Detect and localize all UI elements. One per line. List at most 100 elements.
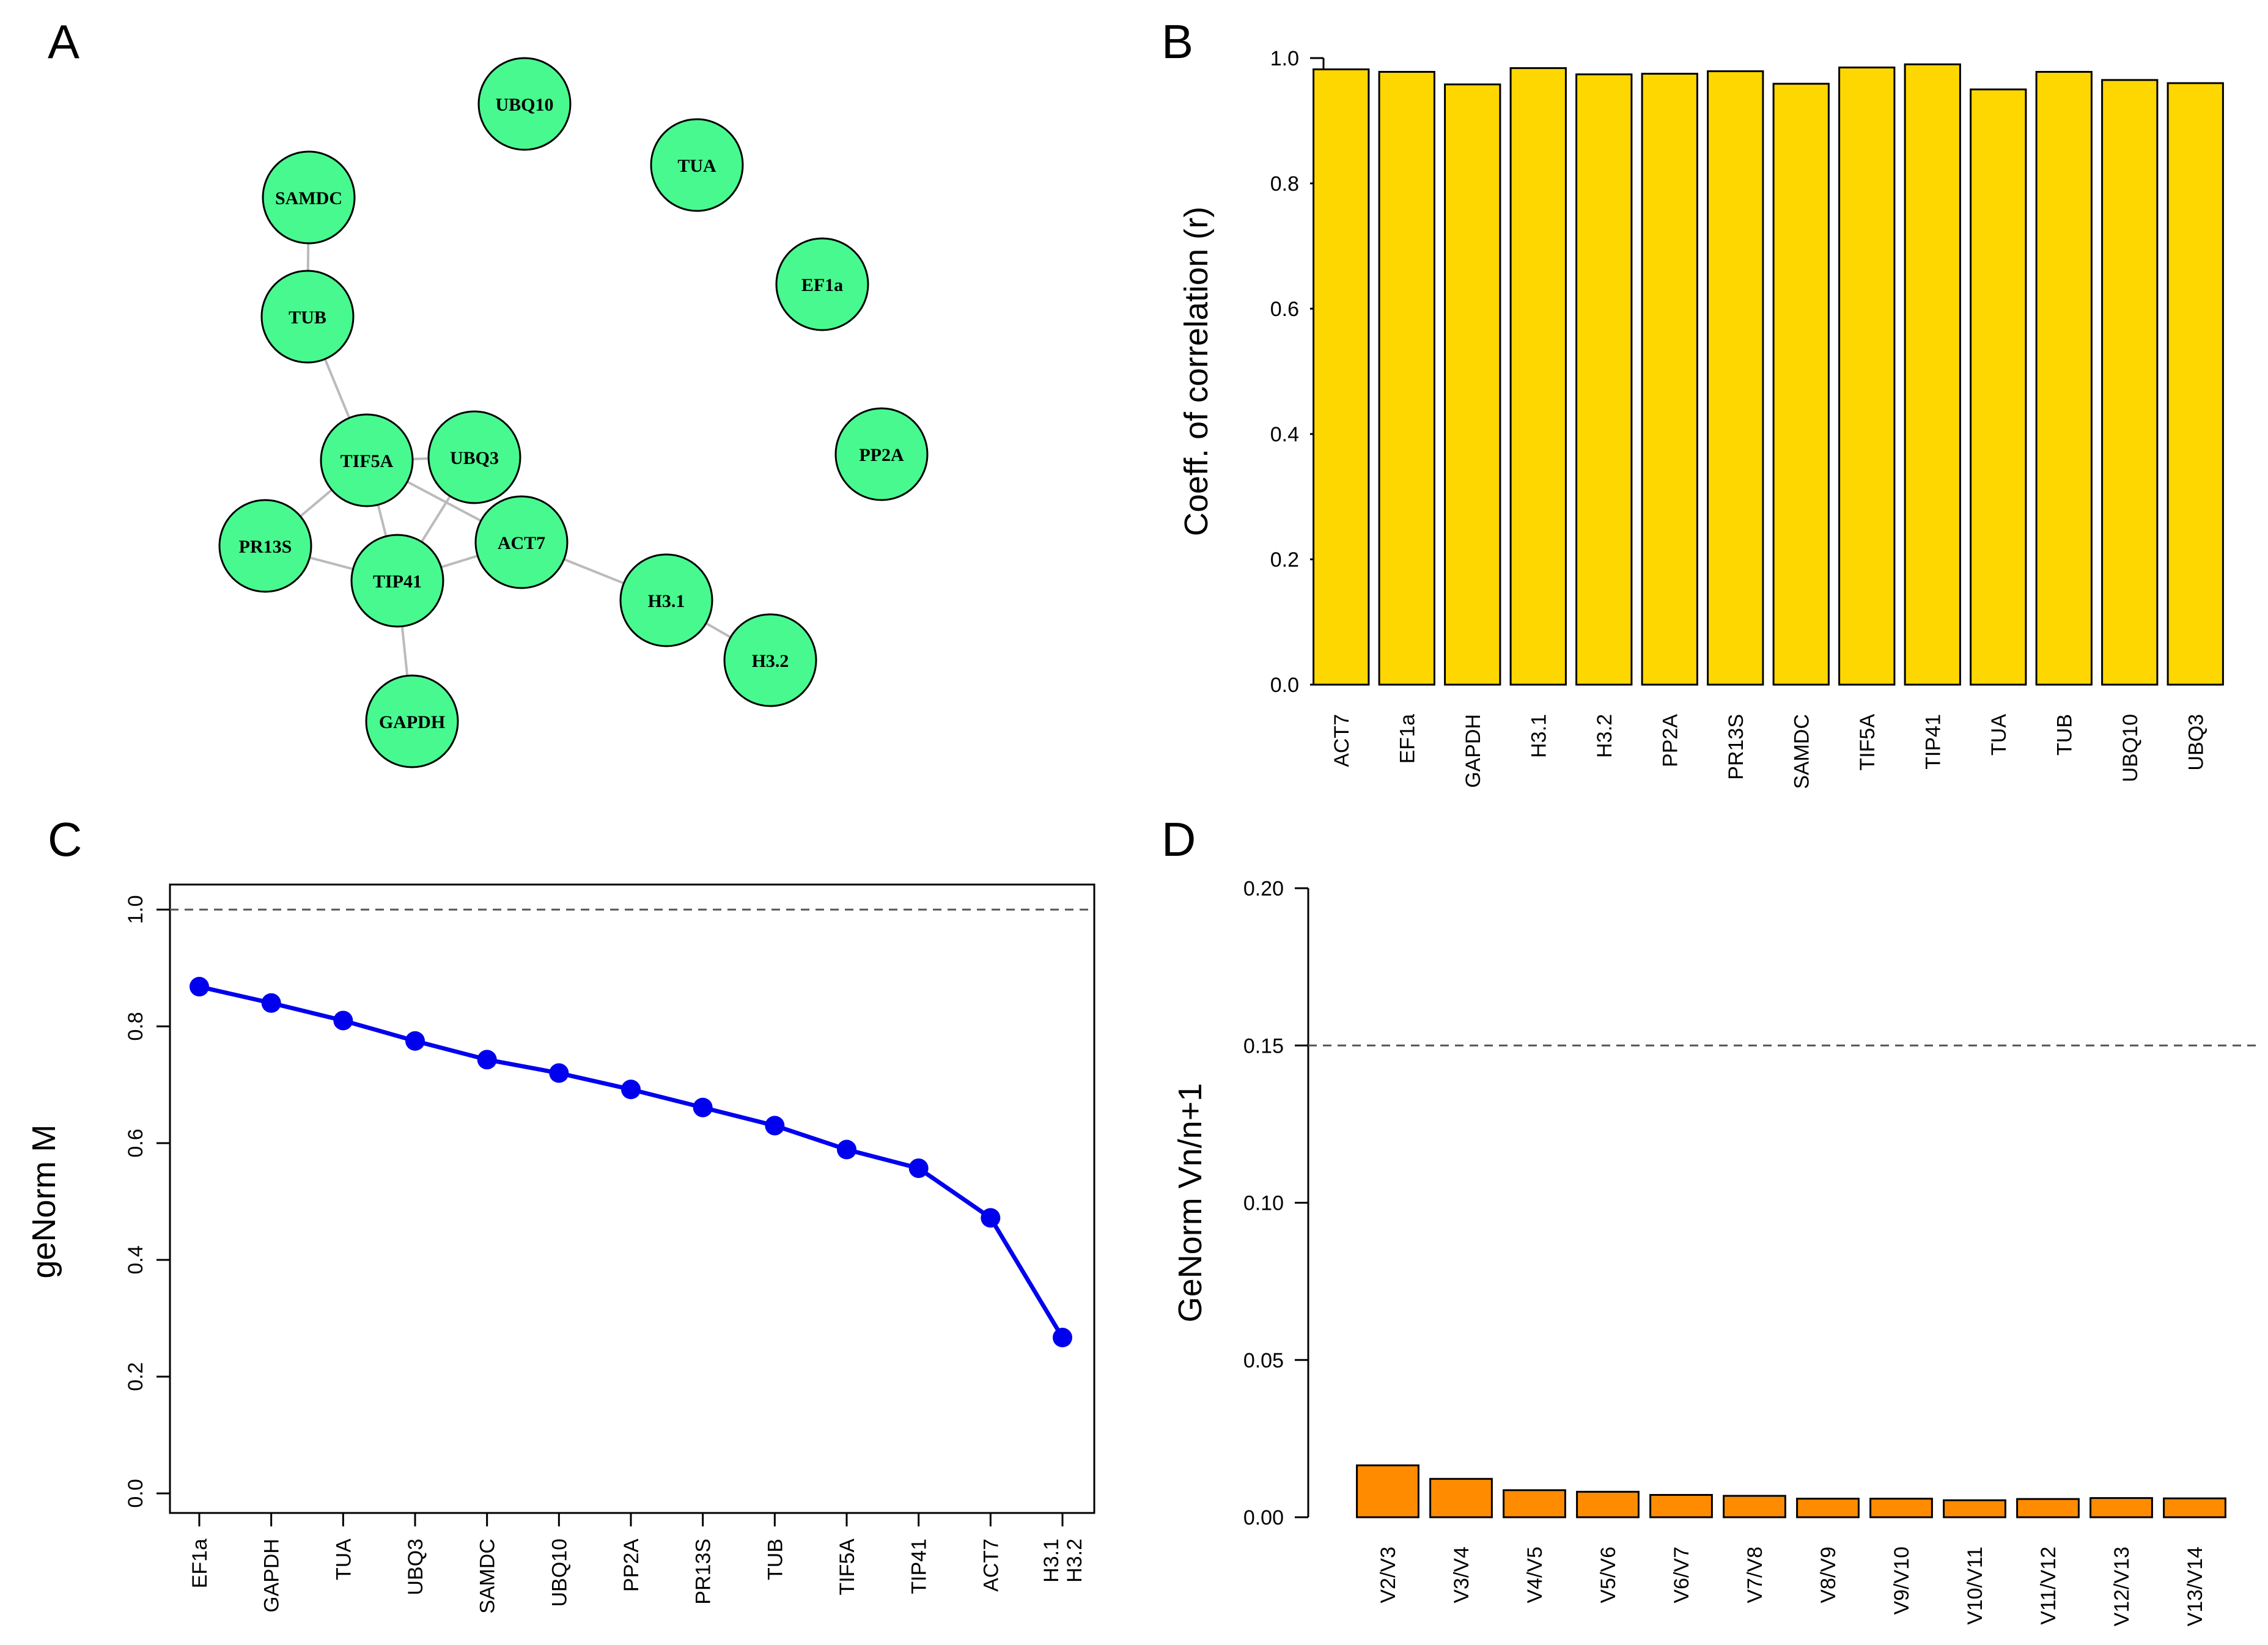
node-ef1a: EF1a (775, 237, 869, 331)
node-circle-ubq3 (427, 410, 521, 504)
c-x-tick-label-pp2a: PP2A (620, 1539, 643, 1592)
c-y-tick-label-5: 1.0 (124, 895, 147, 924)
d-y-tick-label-4: 0.20 (1243, 877, 1284, 900)
b-bar-h3-2 (1575, 73, 1633, 686)
d-x-tick-label-v12-v13: V12/V13 (2110, 1547, 2134, 1626)
d-x-tick-label-v11-v12: V11/V12 (2037, 1547, 2060, 1625)
c-x-tick-label-tub: TUB (764, 1539, 787, 1580)
node-circle-tub (260, 270, 355, 364)
node-label-ubq10: UBQ10 (495, 95, 553, 115)
c-point-tua (333, 1010, 353, 1031)
b-x-tick-label-tif5a: TIF5A (1856, 714, 1879, 771)
panel-b-bar-chart: 0.0 0.2 0.4 0.6 0.8 1.0 Coeff. of correlation … (1178, 47, 2224, 789)
panel-a-network: UBQ10 TUA SAMDC EF1a TUB PP2A TIF5A UBQ3 PR13S AC… (218, 57, 929, 768)
c-y-tick-label-3: 0.6 (124, 1128, 147, 1157)
c-x-tick-label-tua: TUA (332, 1539, 355, 1580)
d-y-tick-label-2: 0.10 (1243, 1192, 1284, 1215)
c-y-tick-label-2: 0.4 (124, 1245, 147, 1274)
node-label-pp2a: PP2A (859, 445, 904, 465)
b-bar-tua (1970, 88, 2027, 686)
node-circle-ubq10 (477, 57, 572, 151)
c-series-line (199, 984, 1064, 1339)
b-x-tick-label-tip41: TIP41 (1921, 714, 1945, 770)
c-point-pp2a (621, 1080, 641, 1100)
node-circle-samdc (262, 150, 356, 245)
d-bar-v2-v3 (1356, 1464, 1419, 1518)
b-x-tick-label-gapdh: GAPDH (1462, 714, 1485, 788)
d-bar-v9-v10 (1869, 1498, 1933, 1518)
c-point-tif5a (837, 1139, 856, 1160)
node-label-h3-1: H3.1 (648, 591, 685, 611)
panel-label-b: B (1162, 15, 1193, 68)
node-circle-tip41 (350, 534, 444, 628)
c-x-tick-label-ubq3: UBQ3 (404, 1539, 427, 1595)
c-x-tick-label-line-0: H3.1 (1040, 1539, 1063, 1583)
b-x-tick-label-ubq10: UBQ10 (2119, 714, 2142, 782)
c-point-ef1a (190, 977, 209, 997)
b-y-tick-label-4: 0.8 (1270, 172, 1299, 196)
d-x-tick-label-v3-v4: V3/V4 (1450, 1547, 1473, 1603)
d-bar-v5-v6 (1576, 1490, 1640, 1518)
b-x-tick-label-tub: TUB (2053, 714, 2076, 756)
c-point-samdc (477, 1050, 497, 1070)
c-x-tick-label-gapdh: GAPDH (260, 1539, 284, 1613)
c-x-tick-label-ubq10: UBQ10 (548, 1539, 571, 1607)
node-label-act7: ACT7 (498, 533, 545, 553)
c-point-gapdh (261, 993, 281, 1013)
d-x-tick-label-v8-v9: V8/V9 (1817, 1547, 1840, 1603)
node-label-gapdh: GAPDH (379, 712, 445, 732)
b-x-tick-label-ubq3: UBQ3 (2184, 714, 2207, 771)
c-point-act7 (981, 1208, 1001, 1228)
panel-label-a: A (48, 15, 79, 68)
d-x-tick-label-v4-v5: V4/V5 (1523, 1547, 1547, 1603)
d-x-tick-label-v13-v14: V13/V14 (2184, 1547, 2207, 1626)
node-ubq3: UBQ3 (427, 410, 521, 504)
c-y-tick-label-0: 0.0 (124, 1479, 147, 1507)
b-y-axis-title: Coeff. of correlation (r) (1178, 207, 1215, 536)
b-bar-h3-1 (1509, 67, 1567, 686)
b-bar-tif5a (1838, 66, 1896, 686)
b-y-tick-label-5: 1.0 (1270, 47, 1299, 70)
node-circle-h3-2 (723, 613, 817, 707)
b-bar-ef1a (1378, 71, 1435, 686)
node-label-samdc: SAMDC (275, 188, 342, 208)
b-x-tick-label-pp2a: PP2A (1659, 714, 1682, 767)
node-label-tub: TUB (289, 307, 326, 328)
node-tua: TUA (650, 118, 744, 212)
d-y-tick-label-3: 0.15 (1243, 1034, 1284, 1058)
d-x-tick-label-v6-v7: V6/V7 (1670, 1547, 1693, 1603)
d-x-tick-label-v7-v8: V7/V8 (1743, 1547, 1767, 1603)
panel-label-d: D (1162, 812, 1196, 866)
node-label-tua: TUA (677, 156, 716, 176)
c-x-tick-label-tif5a: TIF5A (836, 1539, 859, 1595)
d-x-tick-label-v5-v6: V5/V6 (1597, 1547, 1620, 1603)
node-circle-act7 (474, 495, 569, 589)
d-bar-v3-v4 (1429, 1478, 1493, 1518)
node-samdc: SAMDC (262, 150, 356, 245)
b-bar-ubq3 (2167, 82, 2224, 686)
b-x-tick-label-samdc: SAMDC (1790, 714, 1813, 789)
d-bar-v13-v14 (2163, 1497, 2226, 1518)
d-bar-v12-v13 (2089, 1497, 2153, 1518)
c-point-h3-1-h3-2 (1053, 1328, 1072, 1348)
panel-d-bar-chart: 0.00 0.05 0.10 0.15 0.20 GeNorm Vn/n+1 V2/V3 V3… (1172, 877, 2262, 1626)
node-tub: TUB (260, 270, 355, 364)
node-gapdh: GAPDH (365, 674, 459, 768)
b-x-tick-label-tua: TUA (1987, 714, 2011, 756)
node-label-tip41: TIP41 (373, 572, 422, 592)
node-h3-1: H3.1 (619, 553, 713, 647)
node-circle-tif5a (320, 413, 414, 507)
b-x-tick-label-act7: ACT7 (1330, 714, 1353, 767)
panel-label-c: C (48, 812, 82, 866)
c-x-tick-label-h3-1-h3-2: H3.1H3.2 (1040, 1539, 1086, 1583)
node-tip41: TIP41 (350, 534, 444, 628)
b-y-tick-label-0: 0.0 (1270, 674, 1299, 697)
node-ubq10: UBQ10 (477, 57, 572, 151)
node-act7: ACT7 (474, 495, 569, 589)
node-pr13s: PR13S (218, 499, 312, 593)
c-x-tick-label-ef1a: EF1a (188, 1539, 212, 1588)
b-bar-tub (2035, 71, 2093, 686)
node-label-ubq3: UBQ3 (450, 448, 499, 468)
d-y-tick-label-1: 0.05 (1243, 1349, 1284, 1372)
